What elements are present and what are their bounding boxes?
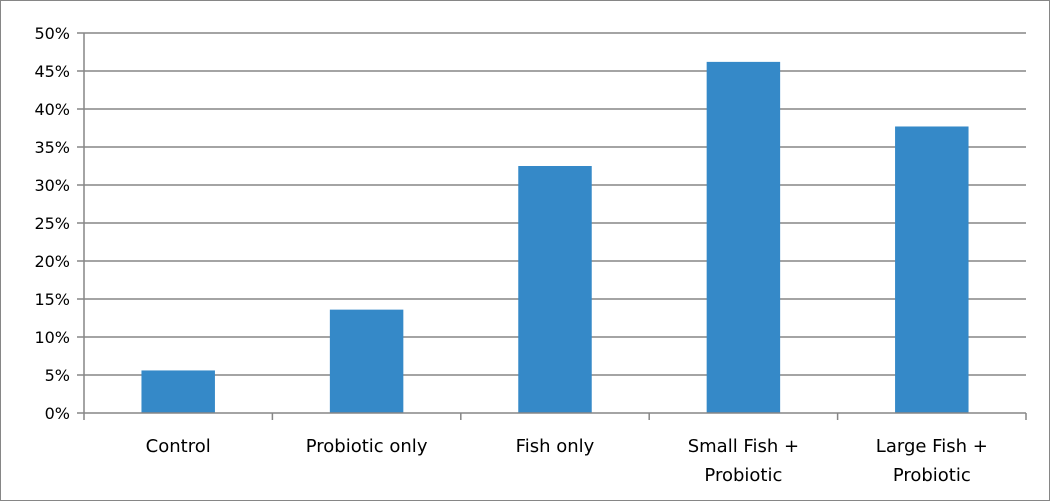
y-tick-labels: 0% 5% 10% 15% 20% 25% 30% 35% 40% 45% 50% [34,24,70,423]
bar [518,166,592,413]
category-label: Probiotic [704,465,782,486]
category-label: Probiotic only [306,436,428,457]
y-tick-label: 25% [34,214,70,233]
axes [77,32,1027,420]
category-label: Probiotic [893,465,971,486]
y-tick-label: 40% [34,100,70,119]
y-tick-label: 20% [34,252,70,271]
category-labels: Control Probiotic only Fish only Small Fish… [146,436,988,486]
y-tick-label: 35% [34,138,70,157]
y-tick-label: 10% [34,328,70,347]
bar [895,126,969,413]
category-label: Fish only [516,436,595,457]
y-tick-label: 15% [34,290,70,309]
bars [141,61,969,413]
y-tick-label: 50% [34,24,70,43]
bar [706,61,781,413]
y-tick-label: 5% [45,366,70,385]
y-tick-label: 0% [45,404,70,423]
y-tick-label: 30% [34,176,70,195]
y-tick-label: 45% [34,62,70,81]
category-label: Small Fish + [688,436,799,457]
category-label: Large Fish + [876,436,988,457]
bar [141,370,215,413]
bar [329,309,404,413]
category-label: Control [146,436,211,457]
